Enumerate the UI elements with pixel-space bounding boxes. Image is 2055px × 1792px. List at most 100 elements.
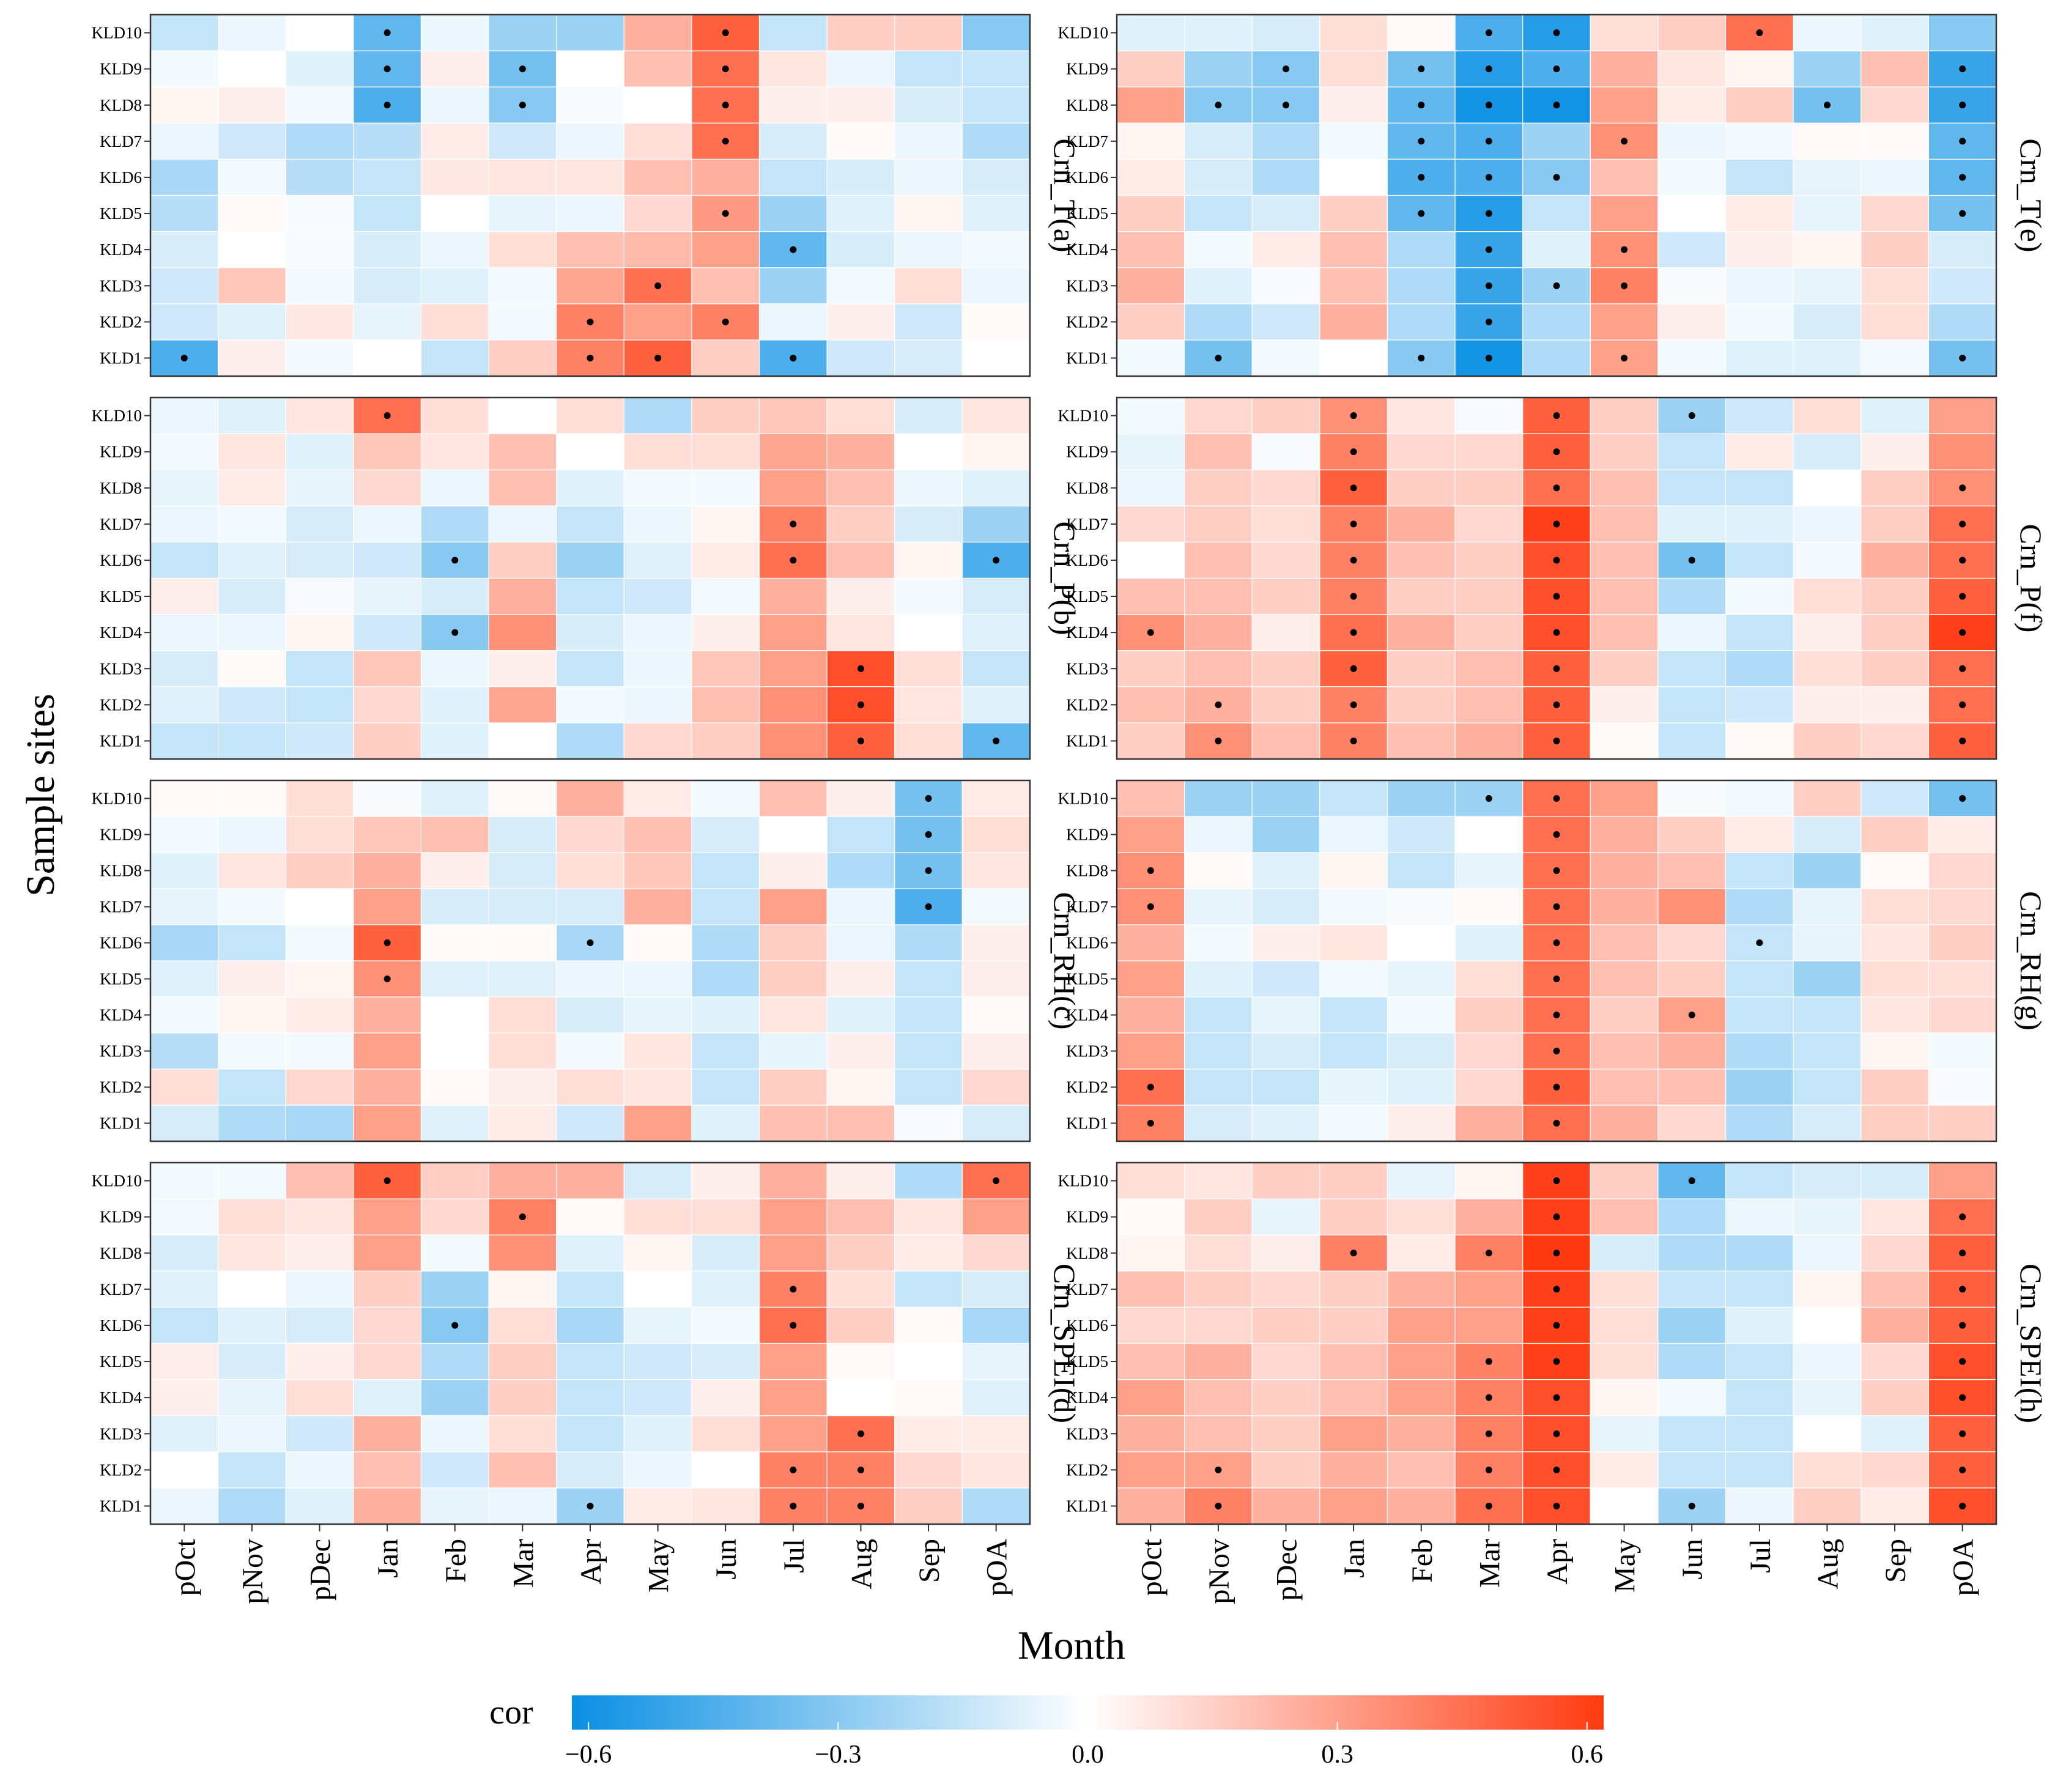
heatmap-cell	[1590, 722, 1659, 760]
heatmap-cell	[961, 686, 1031, 724]
heatmap-cell	[353, 267, 422, 305]
heatmap-cell	[420, 267, 489, 305]
panel-label: Crn_SPEI(d)	[1048, 1264, 1082, 1423]
heatmap-cell	[556, 194, 624, 232]
heatmap-cell	[488, 158, 557, 196]
heatmap-cell	[1793, 1234, 1862, 1272]
heatmap-cell	[961, 924, 1031, 961]
heatmap-cell	[894, 50, 963, 87]
heatmap-cell	[1184, 1198, 1253, 1235]
heatmap-cell	[961, 613, 1031, 651]
heatmap-cell	[1861, 888, 1929, 925]
heatmap-cell	[150, 158, 219, 196]
heatmap-cell	[1590, 816, 1659, 853]
heatmap-cell	[218, 722, 286, 760]
heatmap-cell	[826, 541, 895, 579]
heatmap-cell	[894, 1342, 963, 1380]
heatmap-cell	[1116, 924, 1185, 961]
heatmap-cell	[1184, 650, 1253, 687]
heatmap-cell	[826, 505, 895, 542]
heatmap-cell	[1319, 924, 1388, 961]
heatmap-cell	[353, 433, 422, 470]
heatmap-cell	[1116, 433, 1185, 470]
heatmap-cell	[150, 1198, 219, 1235]
heatmap-cell	[150, 1068, 219, 1106]
heatmap-cell	[1725, 1105, 1794, 1142]
heatmap-cell	[1725, 1068, 1794, 1106]
heatmap-cell	[691, 960, 760, 998]
significance-dot	[1147, 867, 1154, 874]
heatmap-cell	[150, 1270, 219, 1308]
heatmap-cell	[691, 469, 760, 506]
significance-dot	[1350, 520, 1357, 528]
heatmap-cell	[1793, 194, 1862, 232]
heatmap-cell	[961, 433, 1031, 470]
heatmap-cell	[961, 194, 1031, 232]
heatmap-cell	[556, 1198, 624, 1235]
heatmap-cell	[1387, 996, 1456, 1034]
heatmap-cell	[420, 122, 489, 160]
heatmap-cell	[488, 1270, 557, 1308]
y-tick-label: KLD4	[1066, 1006, 1108, 1024]
heatmap-cell	[1725, 303, 1794, 341]
heatmap-cell	[556, 1379, 624, 1416]
heatmap-cell	[758, 780, 828, 817]
heatmap-cell	[623, 194, 692, 232]
heatmap-cell	[218, 122, 286, 160]
heatmap-cell	[556, 722, 624, 760]
x-tick-label: Mar	[1473, 1539, 1506, 1588]
y-tick-label: KLD5	[1066, 970, 1108, 988]
heatmap-cell	[1725, 960, 1794, 998]
heatmap-cell	[1928, 1162, 1997, 1199]
heatmap-cell	[1251, 960, 1320, 998]
heatmap-cell	[826, 86, 895, 124]
heatmap-cell	[420, 1198, 489, 1235]
heatmap-cell	[894, 339, 963, 377]
significance-dot	[1485, 102, 1492, 109]
heatmap-cell	[961, 267, 1031, 305]
heatmap-cell	[623, 1198, 692, 1235]
significance-dot	[519, 1213, 526, 1221]
heatmap-cell	[961, 1487, 1031, 1525]
significance-dot	[1485, 1250, 1492, 1257]
heatmap-cell	[691, 397, 760, 434]
heatmap-cell	[488, 1068, 557, 1106]
heatmap-cell	[1725, 1306, 1794, 1344]
color-legend: cor −0.6 −0.3 0.0 0.3 0.6	[489, 1694, 1604, 1769]
significance-dot	[1553, 557, 1560, 564]
heatmap-cell	[623, 14, 692, 51]
heatmap-cell	[1657, 1306, 1727, 1344]
heatmap-cell	[1793, 1487, 1862, 1525]
heatmap-cell	[1725, 650, 1794, 687]
significance-dot	[790, 1466, 797, 1473]
y-tick-label: KLD10	[92, 407, 143, 425]
heatmap-cell	[150, 1162, 219, 1199]
heatmap-cell	[420, 50, 489, 87]
heatmap-cell	[1251, 650, 1320, 687]
heatmap-cell	[1184, 397, 1253, 434]
significance-dot	[790, 557, 797, 564]
heatmap-cell	[826, 1032, 895, 1070]
heatmap-cell	[1387, 722, 1456, 760]
heatmap-cell	[218, 577, 286, 615]
heatmap-cell	[1184, 433, 1253, 470]
heatmap-cell	[1184, 613, 1253, 651]
significance-dot	[722, 65, 729, 73]
heatmap-cell	[1251, 1032, 1320, 1070]
heatmap-cell	[826, 433, 895, 470]
heatmap-cell	[758, 577, 828, 615]
heatmap-cell	[1387, 577, 1456, 615]
heatmap-cell	[488, 996, 557, 1034]
significance-dot	[790, 520, 797, 528]
heatmap-cell	[1251, 577, 1320, 615]
y-tick-label: KLD7	[100, 515, 142, 533]
heatmap-cell	[150, 1032, 219, 1070]
heatmap-cell	[1522, 339, 1591, 377]
heatmap-cell	[1251, 397, 1320, 434]
x-tick-label: pOct	[169, 1538, 201, 1596]
x-tick-label: Sep	[913, 1539, 946, 1583]
heatmap-cell	[961, 1451, 1031, 1489]
heatmap-cell	[826, 780, 895, 817]
y-tick-label: KLD9	[100, 1208, 142, 1226]
heatmap-cell	[1522, 231, 1591, 268]
